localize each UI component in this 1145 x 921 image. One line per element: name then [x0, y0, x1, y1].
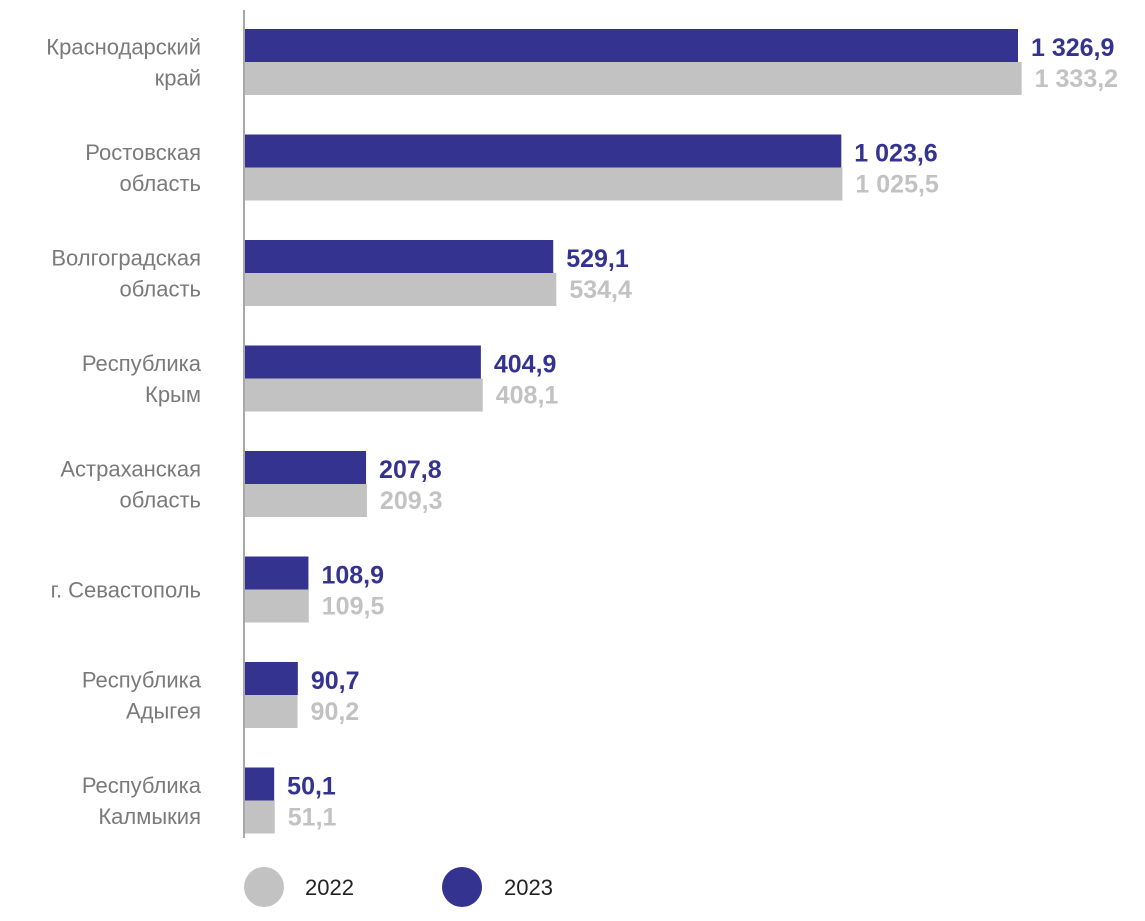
legend-marker-2023 [442, 867, 482, 907]
bar-2022 [245, 378, 483, 412]
data-label-2022: 209,3 [380, 487, 443, 515]
bar-2022 [245, 484, 367, 517]
bar-2023 [245, 134, 842, 168]
category-label: Калмыкия [98, 804, 201, 829]
data-label-2022: 109,5 [322, 593, 385, 621]
data-label-2022: 90,2 [311, 698, 360, 726]
category-label: область [120, 171, 201, 196]
data-label-2023: 50,1 [287, 773, 336, 801]
bar-2023 [245, 767, 275, 801]
data-label-2023: 207,8 [379, 456, 442, 484]
data-label-2022: 1 025,5 [855, 171, 939, 199]
data-label-2023: 404,9 [494, 351, 557, 379]
bar-2023 [245, 29, 1018, 62]
data-label-2023: 529,1 [566, 245, 629, 273]
data-label-2022: 51,1 [288, 804, 337, 832]
bar-2023 [245, 345, 481, 379]
legend-label-2023: 2023 [504, 875, 553, 900]
data-label-2022: 534,4 [569, 276, 632, 304]
category-label: Крым [145, 382, 201, 407]
bar-2022 [245, 273, 557, 306]
bar-2023 [245, 556, 309, 590]
bars-layer [245, 29, 1022, 834]
bar-2022 [245, 800, 275, 834]
legend: 2022 2023 [244, 867, 553, 907]
category-label: Республика [82, 351, 202, 376]
category-label: область [120, 277, 201, 302]
bar-2022 [245, 695, 298, 728]
category-label: область [120, 488, 201, 513]
bar-2022 [245, 167, 843, 201]
data-label-2023: 90,7 [311, 667, 360, 695]
category-label: Краснодарский [46, 35, 201, 60]
category-label: Астраханская [60, 457, 201, 482]
data-label-2023: 108,9 [321, 562, 384, 590]
category-label: Волгоградская [51, 246, 201, 271]
bar-2023 [245, 451, 367, 484]
category-label: Республика [82, 668, 202, 693]
data-label-2023: 1 023,6 [854, 140, 937, 168]
labels-layer: 1 326,9 1 333,2 Краснодарский край 1 023,6 1 … [46, 34, 1118, 832]
data-label-2022: 1 333,2 [1035, 65, 1118, 93]
bar-2022 [245, 62, 1022, 95]
bar-2023 [245, 240, 554, 273]
bar-2023 [245, 662, 298, 695]
category-label: г. Севастополь [51, 578, 201, 603]
category-label: Адыгея [126, 699, 201, 724]
legend-marker-2022 [244, 867, 284, 907]
data-label-2023: 1 326,9 [1031, 34, 1114, 62]
category-label: край [155, 66, 201, 91]
bar-2022 [245, 589, 309, 623]
category-label: Ростовская [85, 140, 201, 165]
data-label-2022: 408,1 [496, 382, 559, 410]
category-label: Республика [82, 773, 202, 798]
legend-label-2022: 2022 [305, 875, 354, 900]
